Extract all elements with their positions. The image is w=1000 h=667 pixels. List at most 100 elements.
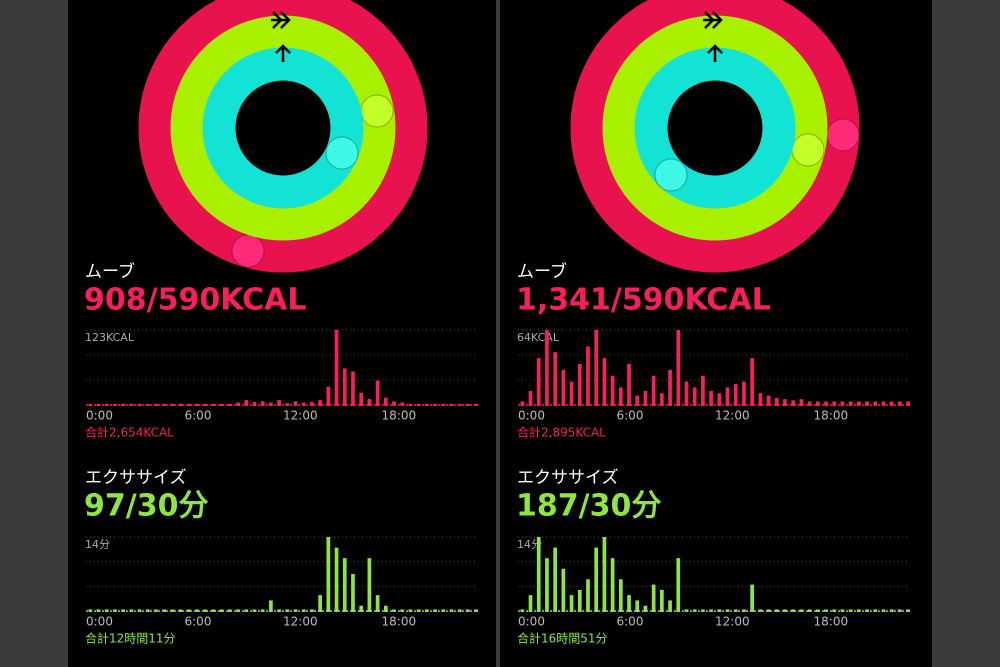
bar bbox=[367, 398, 372, 406]
bar bbox=[709, 390, 713, 406]
bar bbox=[807, 401, 812, 406]
x-tick-label: 18:00 bbox=[382, 615, 417, 629]
bar bbox=[873, 401, 878, 406]
bar bbox=[766, 395, 771, 406]
section-title: ムーブ bbox=[517, 261, 567, 282]
bar bbox=[528, 595, 533, 612]
bar bbox=[536, 358, 541, 406]
x-tick-label: 18:00 bbox=[814, 409, 849, 423]
bar bbox=[561, 369, 566, 406]
bar bbox=[618, 387, 623, 406]
bar bbox=[758, 609, 763, 612]
total-label: 合計2,895KCAL bbox=[517, 425, 606, 440]
bar bbox=[342, 368, 347, 406]
bar bbox=[815, 401, 820, 406]
goal-value: 97/30分 bbox=[84, 489, 208, 524]
bar bbox=[474, 403, 478, 406]
bar bbox=[293, 401, 298, 406]
bar bbox=[709, 609, 713, 612]
bar bbox=[228, 609, 232, 612]
bar bbox=[520, 401, 525, 406]
bar bbox=[898, 401, 902, 406]
bar bbox=[733, 383, 738, 406]
exercise-ring-end bbox=[360, 94, 394, 128]
bar bbox=[750, 584, 754, 612]
goal-value: 1,341/590KCAL bbox=[516, 283, 771, 318]
bar bbox=[594, 547, 599, 612]
y-tick-label: 14分 bbox=[85, 538, 110, 551]
bar bbox=[129, 609, 134, 612]
bar bbox=[359, 392, 364, 406]
bar bbox=[449, 403, 454, 406]
stand-ring-end bbox=[325, 136, 359, 170]
x-tick-label: 6:00 bbox=[185, 409, 212, 423]
bar bbox=[334, 330, 339, 406]
bar bbox=[766, 609, 771, 612]
bar bbox=[244, 400, 249, 406]
bar bbox=[881, 401, 886, 406]
bar bbox=[577, 589, 582, 612]
bar bbox=[668, 369, 672, 406]
bar bbox=[236, 609, 240, 612]
bar bbox=[474, 609, 478, 612]
bar bbox=[433, 609, 437, 612]
bar bbox=[334, 547, 339, 612]
bar bbox=[676, 330, 681, 406]
x-tick-label: 12:00 bbox=[715, 615, 750, 629]
bar bbox=[898, 609, 902, 612]
bar bbox=[383, 397, 388, 406]
bar bbox=[154, 403, 158, 406]
bar bbox=[113, 609, 117, 612]
bar bbox=[791, 609, 796, 612]
bar bbox=[137, 403, 142, 406]
bar bbox=[228, 403, 232, 406]
bar bbox=[783, 399, 787, 406]
bar bbox=[536, 537, 541, 612]
bar bbox=[277, 400, 281, 406]
bar bbox=[96, 609, 101, 612]
x-tick-label: 6:00 bbox=[617, 409, 644, 423]
bar bbox=[441, 403, 446, 406]
y-tick-label: 64KCAL bbox=[517, 331, 560, 344]
bar bbox=[211, 403, 216, 406]
bar bbox=[285, 403, 290, 406]
bar bbox=[750, 358, 754, 406]
total-label: 合計2,654KCAL bbox=[85, 425, 174, 440]
bar bbox=[277, 609, 281, 612]
bar bbox=[219, 609, 224, 612]
bar bbox=[692, 609, 697, 612]
left-rings bbox=[138, 0, 428, 273]
bar bbox=[466, 403, 470, 406]
bar bbox=[326, 386, 331, 406]
exercise-ring-end bbox=[791, 133, 825, 167]
bar bbox=[643, 605, 648, 612]
bar bbox=[269, 402, 273, 406]
exercise-icon bbox=[703, 11, 723, 29]
bar bbox=[684, 609, 689, 612]
bar bbox=[906, 401, 910, 406]
move-ring-end bbox=[231, 234, 265, 268]
bar bbox=[310, 609, 314, 612]
bar bbox=[236, 402, 240, 406]
bar bbox=[260, 401, 265, 406]
bar bbox=[848, 609, 853, 612]
bar bbox=[889, 609, 894, 612]
bar bbox=[195, 403, 199, 406]
bar bbox=[383, 605, 388, 612]
x-tick-label: 0:00 bbox=[86, 409, 113, 423]
right-panel bbox=[500, 0, 932, 667]
bar bbox=[154, 609, 158, 612]
bar bbox=[586, 579, 590, 612]
bar bbox=[586, 346, 590, 406]
stand-ring bbox=[634, 47, 796, 209]
bar bbox=[832, 609, 837, 612]
bar bbox=[668, 600, 672, 612]
move-ring-end bbox=[826, 118, 860, 152]
goal-value: 908/590KCAL bbox=[84, 283, 306, 318]
bar bbox=[651, 375, 656, 406]
bar bbox=[88, 609, 93, 612]
bar bbox=[342, 558, 347, 612]
bar bbox=[692, 387, 697, 406]
bar bbox=[219, 403, 224, 406]
